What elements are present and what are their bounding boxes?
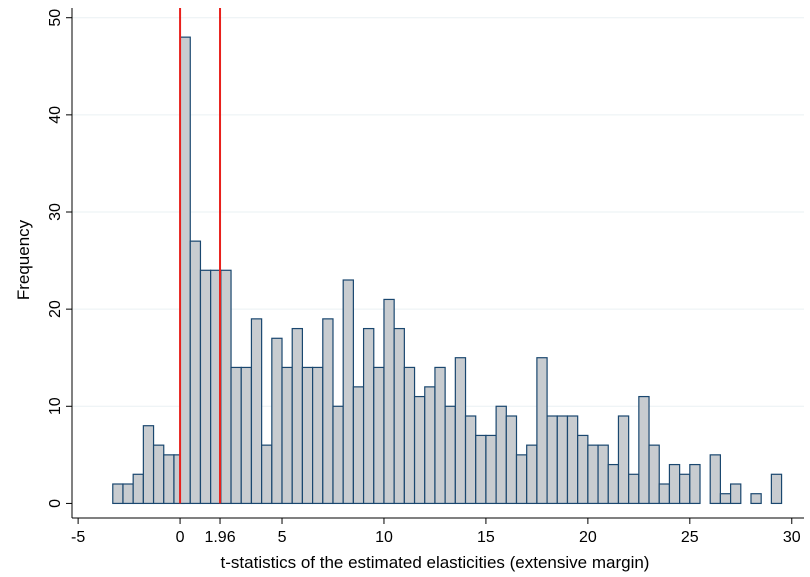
histogram-bar [271, 337, 283, 505]
histogram-bar [250, 318, 263, 505]
histogram-bar [132, 473, 144, 505]
histogram-bar [332, 405, 344, 505]
histogram-bar [454, 357, 467, 505]
histogram-bar [617, 415, 630, 505]
histogram-bar [424, 386, 436, 505]
axes: -5 0 1.96 5 10 15 20 25 30 0 10 20 30 40 50 [47, 8, 804, 546]
reference-lines [179, 8, 222, 504]
histogram-bar [112, 483, 124, 505]
histogram-bar [122, 483, 134, 505]
histogram-bar [607, 463, 620, 505]
histogram-bar [485, 434, 497, 505]
x-tick-label: 25 [681, 529, 699, 546]
histogram-bar [587, 444, 599, 505]
histogram-bar [383, 298, 395, 505]
histogram-bar [230, 366, 242, 505]
histogram-bar [342, 279, 354, 505]
histogram-bar [464, 415, 477, 505]
histogram-bar [240, 366, 253, 505]
histogram-bars [112, 36, 783, 505]
histogram-bar [373, 366, 385, 505]
histogram-bar [566, 415, 579, 505]
histogram-bar [536, 357, 548, 505]
histogram-bar [444, 405, 456, 505]
histogram-bar [505, 415, 518, 505]
histogram-bar [475, 434, 487, 505]
histogram-bar [679, 473, 691, 505]
histogram-bar [750, 493, 762, 505]
histogram-bar [261, 444, 273, 505]
histogram-bar [291, 327, 304, 505]
histogram-bar [352, 386, 365, 505]
histogram-bar [526, 444, 538, 505]
histogram-bar [199, 269, 212, 505]
histogram-bar [281, 366, 293, 505]
histogram-bar [434, 366, 446, 505]
histogram-bar [152, 444, 165, 505]
histogram-bar [142, 425, 155, 505]
histogram-bar [220, 269, 232, 505]
x-tick-label: 20 [579, 529, 597, 546]
histogram-bar [668, 463, 681, 505]
x-tick-label: 5 [278, 529, 287, 546]
histogram-bar [362, 327, 375, 505]
histogram-bar [403, 366, 416, 505]
histogram-bar [322, 318, 334, 505]
histogram-bar [658, 483, 671, 505]
histogram-bar [597, 444, 609, 505]
histogram-bar [413, 395, 426, 505]
histogram-bar [709, 454, 722, 505]
histogram-bar [393, 327, 405, 505]
histogram-bar [179, 36, 191, 505]
y-tick-label: 40 [47, 106, 64, 124]
histogram-bar [546, 415, 558, 505]
x-tick-label: -5 [71, 529, 85, 546]
histogram-bar [163, 454, 175, 505]
y-tick-label: 20 [47, 300, 64, 318]
histogram-bar [648, 444, 660, 505]
x-axis-title: t-statistics of the estimated elasticiti… [221, 553, 650, 572]
histogram-bar [628, 473, 640, 505]
y-tick-label: 50 [47, 9, 64, 27]
x-tick-label: 30 [783, 529, 801, 546]
x-tick-label: 0 [176, 529, 185, 546]
histogram-bar [719, 493, 732, 505]
histogram-bar [577, 434, 589, 505]
histogram-bar [770, 473, 783, 505]
histogram-bar [689, 463, 701, 505]
y-tick-label: 10 [47, 397, 64, 415]
y-axis-title: Frequency [14, 219, 33, 300]
histogram-bar [312, 366, 324, 505]
x-tick-label: 15 [477, 529, 495, 546]
x-tick-label: 10 [375, 529, 393, 546]
x-tick-label: 1.96 [204, 529, 235, 546]
histogram-bar [556, 415, 569, 505]
histogram-bar [729, 483, 742, 505]
y-tick-label: 30 [47, 203, 64, 221]
histogram-bar [189, 240, 202, 505]
y-tick-label: 0 [47, 499, 64, 508]
histogram-bar [638, 395, 650, 505]
histogram-bar [515, 454, 528, 505]
histogram-bar [495, 405, 507, 505]
histogram-bar [301, 366, 314, 505]
